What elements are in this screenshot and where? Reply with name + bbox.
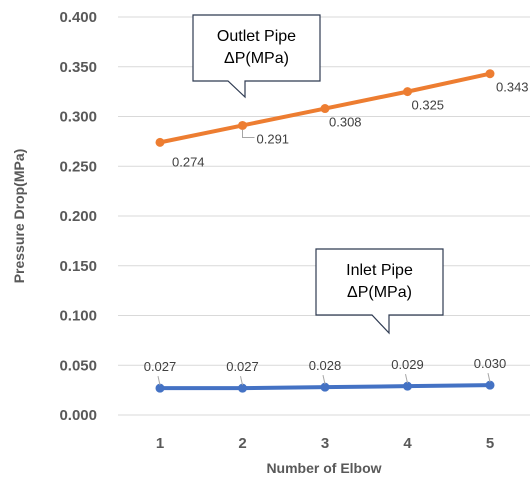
- x-tick-label: 1: [156, 435, 164, 452]
- callout-label: Inlet Pipe: [346, 262, 413, 279]
- data-label: 0.027: [144, 359, 177, 374]
- x-tick-label: 2: [238, 435, 246, 452]
- data-label: 0.308: [329, 115, 362, 130]
- series-2: [155, 380, 495, 393]
- callout-box: [315, 248, 444, 335]
- y-axis-ticks: 0.000 0.050 0.100 0.150 0.200 0.250 0.300 0.350…: [59, 9, 97, 424]
- data-point: [403, 87, 412, 97]
- x-axis-title: Number of Elbow: [266, 460, 381, 476]
- callout-label: ΔP(MPa): [347, 284, 412, 301]
- data-label: 0.325: [412, 98, 445, 113]
- data-label: 0.029: [391, 357, 424, 372]
- gridlines: [118, 16, 530, 416]
- data-label: 0.028: [309, 358, 342, 373]
- y-tick-label: 0.350: [59, 59, 97, 76]
- data-labels: 0.274 0.291 0.308 0.325 0.343 0.027 0.027 0.028…: [144, 80, 529, 386]
- x-tick-label: 5: [486, 435, 494, 452]
- data-label: 0.343: [496, 80, 529, 95]
- data-point: [320, 382, 330, 392]
- leader-line: [405, 374, 408, 384]
- data-point: [485, 380, 495, 390]
- y-tick-label: 0.100: [59, 308, 97, 325]
- series-layer: [155, 69, 495, 393]
- y-tick-label: 0.200: [59, 208, 97, 225]
- leader-line: [157, 376, 161, 386]
- data-point: [403, 381, 412, 391]
- data-point: [320, 104, 330, 114]
- callout-2: Inlet Pipe ΔP(MPa): [315, 248, 444, 335]
- callout-label: ΔP(MPa): [224, 50, 289, 67]
- data-label: 0.291: [257, 131, 290, 146]
- x-tick-label: 4: [403, 435, 412, 452]
- data-label: 0.027: [226, 359, 259, 374]
- x-tick-label: 3: [321, 435, 329, 452]
- y-tick-label: 0.300: [59, 109, 97, 126]
- leader-line: [322, 375, 326, 385]
- leader-line: [240, 376, 243, 386]
- callout-box: [192, 14, 321, 99]
- y-tick-label: 0.000: [59, 407, 97, 424]
- data-point: [485, 69, 495, 79]
- y-axis-title: Pressure Drop(MPa): [11, 149, 27, 284]
- y-tick-label: 0.150: [59, 258, 97, 275]
- data-label: 0.030: [474, 356, 507, 371]
- data-label: 0.274: [172, 154, 205, 169]
- data-point: [155, 137, 165, 147]
- series-1: [155, 69, 495, 147]
- data-point: [155, 383, 165, 393]
- callout-label: Outlet Pipe: [217, 28, 296, 45]
- y-tick-label: 0.050: [59, 357, 97, 374]
- x-axis-ticks: 1 2 3 4 5: [156, 435, 494, 452]
- leader-line: [242, 129, 255, 138]
- y-tick-label: 0.400: [59, 9, 97, 26]
- data-point: [238, 383, 247, 393]
- data-point: [238, 120, 247, 130]
- callout-1: Outlet Pipe ΔP(MPa): [192, 14, 321, 99]
- leader-line: [487, 373, 491, 383]
- y-tick-label: 0.250: [59, 158, 97, 175]
- callouts: Outlet Pipe ΔP(MPa) Inlet Pipe ΔP(MPa): [192, 14, 444, 335]
